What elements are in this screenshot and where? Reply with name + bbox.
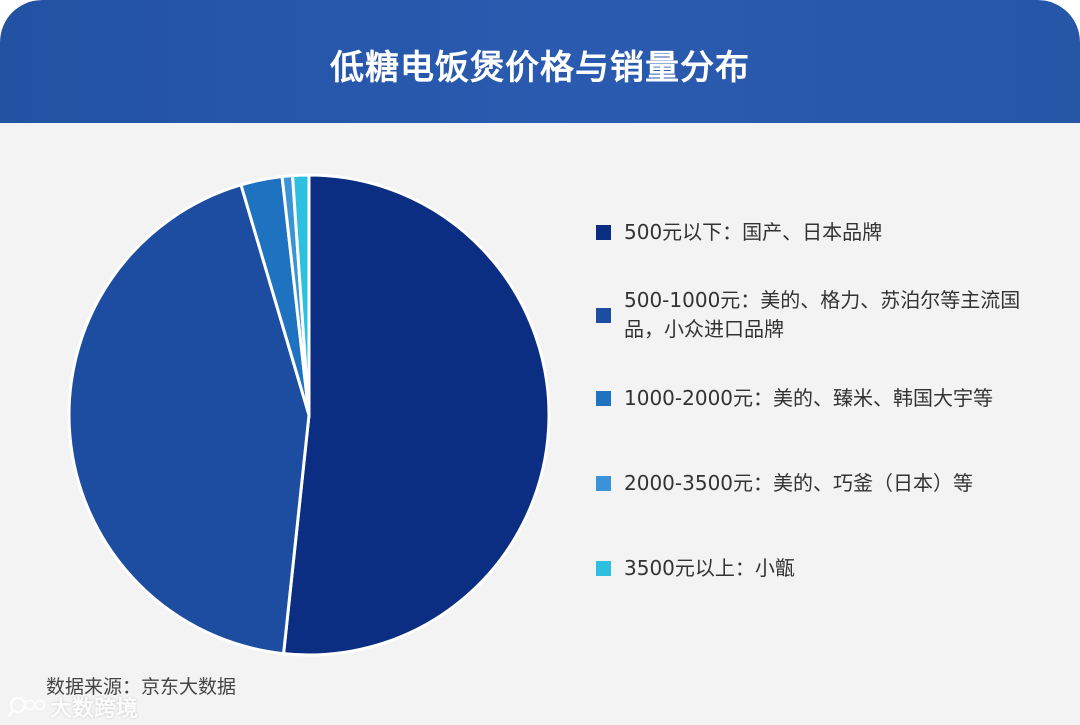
pie-slice-2: [67, 183, 311, 656]
legend-swatch-5: [596, 561, 611, 576]
chart-title: 低糖电饭煲价格与销量分布: [330, 48, 750, 88]
legend-swatch-2: [596, 308, 611, 323]
legend-swatch-1: [596, 225, 611, 240]
pie-slice-5: [291, 173, 311, 417]
legend-swatch-3: [596, 391, 611, 406]
watermark: 大数跨境: [8, 692, 138, 722]
legend-label-3: 1000-2000元：美的、臻米、韩国大宇等: [624, 386, 994, 410]
pie-chart: [67, 173, 551, 657]
header-banner: 低糖电饭煲价格与销量分布: [0, 0, 1080, 123]
data-source-note: 数据来源：京东大数据: [46, 676, 237, 698]
watermark-text: 大数跨境: [50, 697, 139, 722]
legend-label-5: 3500元以上：小甑: [624, 556, 795, 580]
pie-slice-1: [282, 173, 551, 657]
legend-label-2: 500-1000元：美的、格力、苏泊尔等主流国品，小众进口品牌: [624, 288, 1021, 341]
legend-swatch-4: [596, 476, 611, 491]
magnifier-logo-icon: [8, 696, 46, 718]
legend-label-4: 2000-3500元：美的、巧釜（日本）等: [624, 471, 974, 495]
legend-label-1: 500元以下：国产、日本品牌: [624, 220, 883, 244]
